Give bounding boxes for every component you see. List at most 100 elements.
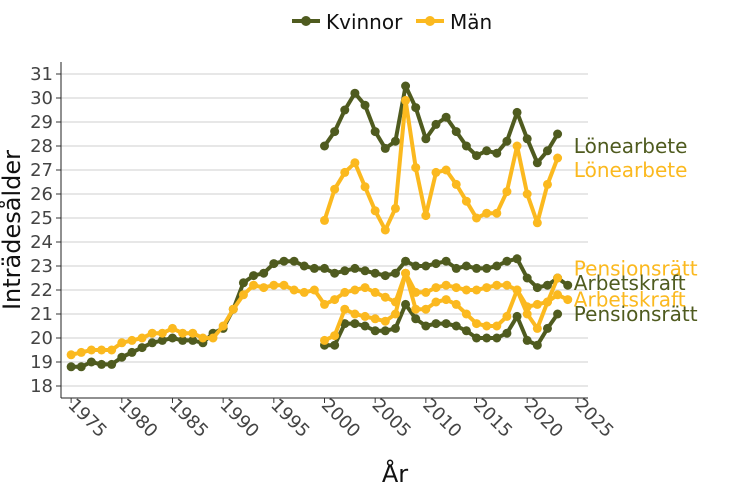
data-point [390,323,400,333]
data-point [259,268,269,278]
data-point [451,299,461,309]
data-point [401,81,411,91]
data-point [390,136,400,146]
data-point [532,299,542,309]
data-point [330,268,340,278]
data-point [269,280,279,290]
legend-marker [301,16,311,26]
data-point [380,316,390,326]
x-tick-label: 2015 [469,395,516,442]
data-point [147,328,157,338]
data-point [249,280,259,290]
y-tick-label: 19 [30,352,53,373]
data-point [127,347,137,357]
data-point [522,309,532,319]
data-point [380,225,390,235]
data-point [482,283,492,293]
y-axis-title: Inträdesålder [0,150,26,310]
data-point [451,283,461,293]
y-tick-label: 20 [30,328,53,349]
data-point [147,338,157,348]
data-point [401,299,411,309]
data-point [107,345,117,355]
data-point [330,184,340,194]
data-point [76,362,86,372]
legend-label: Kvinnor [326,10,403,34]
data-point [360,182,370,192]
data-point [502,280,512,290]
x-tick-label: 1990 [216,395,263,442]
data-point [512,141,522,151]
y-tick-label: 28 [30,136,53,157]
data-point [512,311,522,321]
y-tick-label: 26 [30,184,53,205]
data-point [167,333,177,343]
data-point [441,295,451,305]
data-point [472,151,482,161]
data-point [350,285,360,295]
data-point [553,309,563,319]
data-point [451,263,461,273]
data-point [431,259,441,269]
y-tick-label: 30 [30,88,53,109]
data-point [492,321,502,331]
data-point [461,141,471,151]
data-point [411,314,421,324]
data-point [472,213,482,223]
series-label: Lönearbete [574,134,688,158]
data-point [208,333,218,343]
y-tick-label: 22 [30,280,53,301]
data-point [97,345,107,355]
data-point [542,280,552,290]
data-point [563,295,573,305]
data-point [542,146,552,156]
data-point [330,127,340,137]
data-point [472,263,482,273]
data-point [320,299,329,309]
data-point [188,328,198,338]
data-point [309,285,319,295]
data-point [299,287,309,297]
x-tick-label: 2000 [317,395,364,442]
data-point [238,290,248,300]
data-point [522,134,532,144]
data-point [360,100,370,110]
data-point [350,309,360,319]
data-point [259,283,269,293]
x-tick-label: 1985 [165,395,212,442]
x-tick-label: 2005 [368,395,415,442]
data-point [502,256,512,266]
data-point [238,278,248,288]
data-point [502,136,512,146]
data-point [502,187,512,197]
data-point [117,338,127,348]
data-point [441,256,451,266]
data-point [401,268,411,278]
data-point [522,189,532,199]
data-point [370,268,380,278]
legend-marker [425,16,435,26]
data-point [350,158,360,168]
data-point [553,153,563,163]
data-point [482,321,492,331]
data-point [370,287,380,297]
data-point [117,352,127,362]
data-point [563,280,573,290]
data-point [532,218,542,228]
data-point [502,311,512,321]
data-point [76,347,86,357]
data-point [431,297,441,307]
y-tick-label: 18 [30,376,53,397]
data-point [451,127,461,137]
data-point [512,285,522,295]
data-point [320,263,329,273]
series-label: Pensionsrätt [574,302,698,326]
data-point [492,261,502,271]
data-point [97,359,107,369]
data-point [472,319,482,329]
data-point [461,285,471,295]
data-point [542,297,552,307]
x-axis-title: År [382,459,408,487]
y-tick-label: 27 [30,160,53,181]
data-point [553,273,563,283]
